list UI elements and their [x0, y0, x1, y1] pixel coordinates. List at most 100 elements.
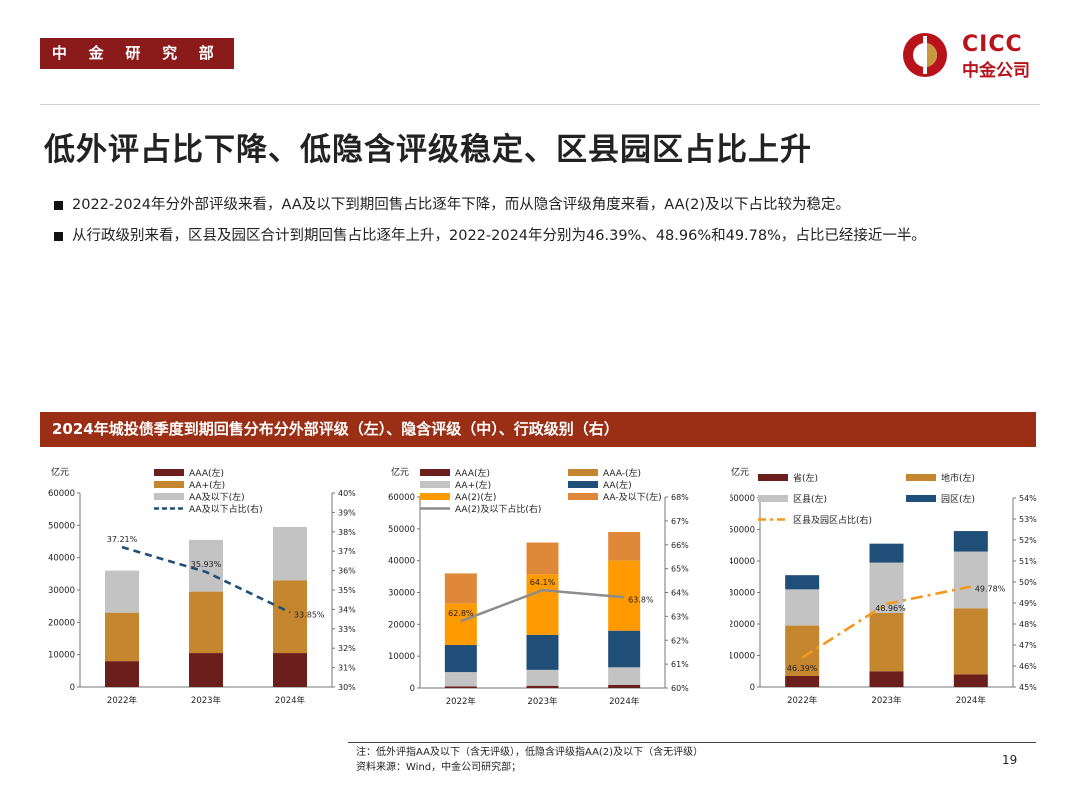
- y2-tick-label: 45%: [1019, 683, 1037, 692]
- y-tick-label: 60000: [730, 494, 755, 504]
- bar-segment: [785, 675, 820, 687]
- bullet-square-icon: [54, 201, 63, 210]
- logo-text-en: CICC: [962, 32, 1023, 57]
- admin-level-chart-svg: 亿元 0 10000 20000 30000 40000 50000 60000 45% 46% 4…: [730, 466, 1037, 706]
- y2-tick-label: 34%: [338, 605, 356, 614]
- data-label: 46.39%: [787, 664, 818, 673]
- legend-label: AA及以下(左): [189, 491, 245, 503]
- y2-tick-label: 54%: [1019, 494, 1037, 503]
- bar-segment: [189, 539, 223, 592]
- bar-segment: [869, 543, 904, 563]
- y-tick-label: 0: [750, 683, 755, 693]
- legend-swatch: [568, 469, 598, 476]
- y-tick-label: 10000: [388, 652, 415, 662]
- footer-divider: [348, 742, 1036, 743]
- legend-swatch: [758, 474, 788, 481]
- chart-banner: 2024年城投债季度到期回售分布分外部评级（左）、隐含评级（中）、行政级别（右）: [40, 412, 1036, 447]
- data-label: 48.96%: [875, 604, 906, 613]
- y-tick-label: 0: [70, 683, 75, 693]
- x-tick-label: 2023年: [871, 695, 902, 706]
- bullet-square-icon: [54, 232, 63, 241]
- header-divider: [40, 104, 1040, 105]
- legend-label: AA+(左): [189, 479, 225, 491]
- legend-swatch: [568, 493, 598, 500]
- y2-tick-label: 63%: [671, 612, 689, 621]
- bullet-item: 从行政级别来看，区县及园区合计到期回售占比逐年上升，2022-2024年分别为4…: [54, 225, 1034, 248]
- bar-segment: [785, 575, 820, 590]
- y2-tick-label: 31%: [338, 664, 356, 673]
- bar-segment: [608, 532, 641, 561]
- y2-tick-label: 40%: [338, 489, 356, 498]
- ratio-line: [801, 585, 972, 659]
- y-tick-label: 20000: [730, 620, 755, 630]
- bar-segment: [608, 684, 641, 688]
- data-label: 64.1%: [530, 578, 556, 587]
- legend-label: 地市(左): [941, 472, 975, 484]
- y2-tick-label: 60%: [671, 684, 689, 693]
- y2-tick-label: 61%: [671, 660, 689, 669]
- legend-label: AA+(左): [455, 479, 491, 491]
- data-label: 37.21%: [107, 535, 138, 544]
- data-label: 62.8%: [448, 609, 474, 618]
- legend-swatch: [758, 495, 788, 502]
- legend-swatch: [420, 481, 450, 488]
- y2-tick-label: 68%: [671, 493, 689, 502]
- y-unit-label: 亿元: [51, 466, 69, 478]
- legend-swatch: [906, 474, 936, 481]
- bullet-list: 2022-2024年分外部评级来看，AA及以下到期回售占比逐年下降，而从隐含评级…: [54, 194, 1034, 256]
- data-label: 63.8%: [628, 595, 654, 604]
- y2-tick-label: 53%: [1019, 515, 1037, 524]
- data-label: 35.93%: [191, 560, 222, 569]
- department-label: 中 金 研 究 部: [40, 38, 234, 69]
- bar-segment: [608, 630, 641, 668]
- y-tick-label: 20000: [48, 618, 75, 628]
- y2-tick-label: 30%: [338, 683, 356, 692]
- bar-segment: [869, 562, 904, 613]
- y2-tick-label: 46%: [1019, 662, 1037, 671]
- legend-swatch: [568, 481, 598, 488]
- bar-segment: [105, 612, 139, 662]
- y2-tick-label: 65%: [671, 565, 689, 574]
- implied-rating-chart-svg: 亿元 0 10000 20000 30000 40000 50000 60000 60% 61% 6…: [388, 466, 689, 707]
- bar-segment: [953, 674, 988, 687]
- source-note: 资料来源：Wind，中金公司研究部；: [356, 762, 522, 773]
- bar-segment: [273, 580, 307, 654]
- footer-notes: 注：低外评指AA及以下（含无评级），低隐含评级指AA(2)及以下（含无评级） 资…: [356, 745, 703, 775]
- implied-rating-chart: 亿元 0 10000 20000 30000 40000 50000 60000 60% 61% 6…: [380, 460, 700, 715]
- bar-segment: [953, 608, 988, 675]
- y2-tick-label: 49%: [1019, 599, 1037, 608]
- legend-label: AA及以下占比(右): [189, 503, 263, 515]
- bar-segment: [273, 653, 307, 687]
- y-tick-label: 20000: [388, 620, 415, 630]
- y2-tick-label: 38%: [338, 528, 356, 537]
- legend-label: AA(左): [603, 479, 632, 491]
- bar-segment: [526, 574, 559, 635]
- cicc-logo-icon: [903, 33, 947, 77]
- bar-segment: [444, 686, 477, 688]
- legend-swatch: [154, 481, 184, 488]
- y2-tick-label: 33%: [338, 625, 356, 634]
- data-label: 33.85%: [294, 610, 325, 619]
- bar-segment: [526, 669, 559, 686]
- y-tick-label: 30000: [48, 586, 75, 596]
- y2-tick-label: 32%: [338, 644, 356, 653]
- legend-label: AA-及以下(左): [603, 491, 662, 503]
- x-tick-label: 2022年: [107, 695, 138, 706]
- y2-tick-label: 35%: [338, 586, 356, 595]
- bar-segment: [953, 531, 988, 552]
- bar-segment: [444, 672, 477, 687]
- legend-label: 园区(左): [941, 493, 975, 505]
- y-tick-label: 50000: [48, 521, 75, 531]
- y2-tick-label: 64%: [671, 589, 689, 598]
- legend-swatch: [420, 469, 450, 476]
- data-label: 49.78%: [975, 585, 1006, 594]
- y-tick-label: 40000: [730, 557, 755, 567]
- logo-text-cn: 中金公司: [962, 61, 1030, 81]
- bar-segment: [273, 526, 307, 581]
- legend-label: 省(左): [793, 472, 818, 484]
- bullet-text: 从行政级别来看，区县及园区合计到期回售占比逐年上升，2022-2024年分别为4…: [72, 228, 926, 244]
- x-tick-label: 2023年: [191, 695, 222, 706]
- y-tick-label: 0: [410, 684, 415, 694]
- y-unit-label: 亿元: [391, 466, 409, 478]
- bullet-text: 2022-2024年分外部评级来看，AA及以下到期回售占比逐年下降，而从隐含评级…: [72, 197, 851, 213]
